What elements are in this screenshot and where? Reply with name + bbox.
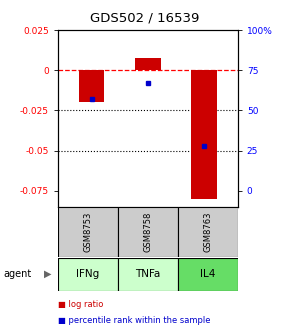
Bar (58, 207, 118, 257)
Bar (191, 70, 217, 199)
Bar (135, 57, 161, 70)
Bar (58, 258, 118, 291)
Text: GSM8758: GSM8758 (143, 212, 153, 252)
Text: IL4: IL4 (200, 269, 215, 279)
Bar (178, 207, 238, 257)
Text: GDS502 / 16539: GDS502 / 16539 (90, 12, 200, 25)
Bar (118, 258, 178, 291)
Text: agent: agent (3, 269, 31, 279)
Text: ■ log ratio: ■ log ratio (58, 300, 103, 308)
Text: GSM8763: GSM8763 (203, 212, 212, 252)
Bar (178, 258, 238, 291)
Text: GSM8753: GSM8753 (84, 212, 93, 252)
Text: ▶: ▶ (44, 269, 52, 279)
Text: IFNg: IFNg (76, 269, 99, 279)
Bar (118, 207, 178, 257)
Text: ■ percentile rank within the sample: ■ percentile rank within the sample (58, 316, 211, 325)
Text: TNFa: TNFa (135, 269, 161, 279)
Bar (79, 70, 104, 102)
